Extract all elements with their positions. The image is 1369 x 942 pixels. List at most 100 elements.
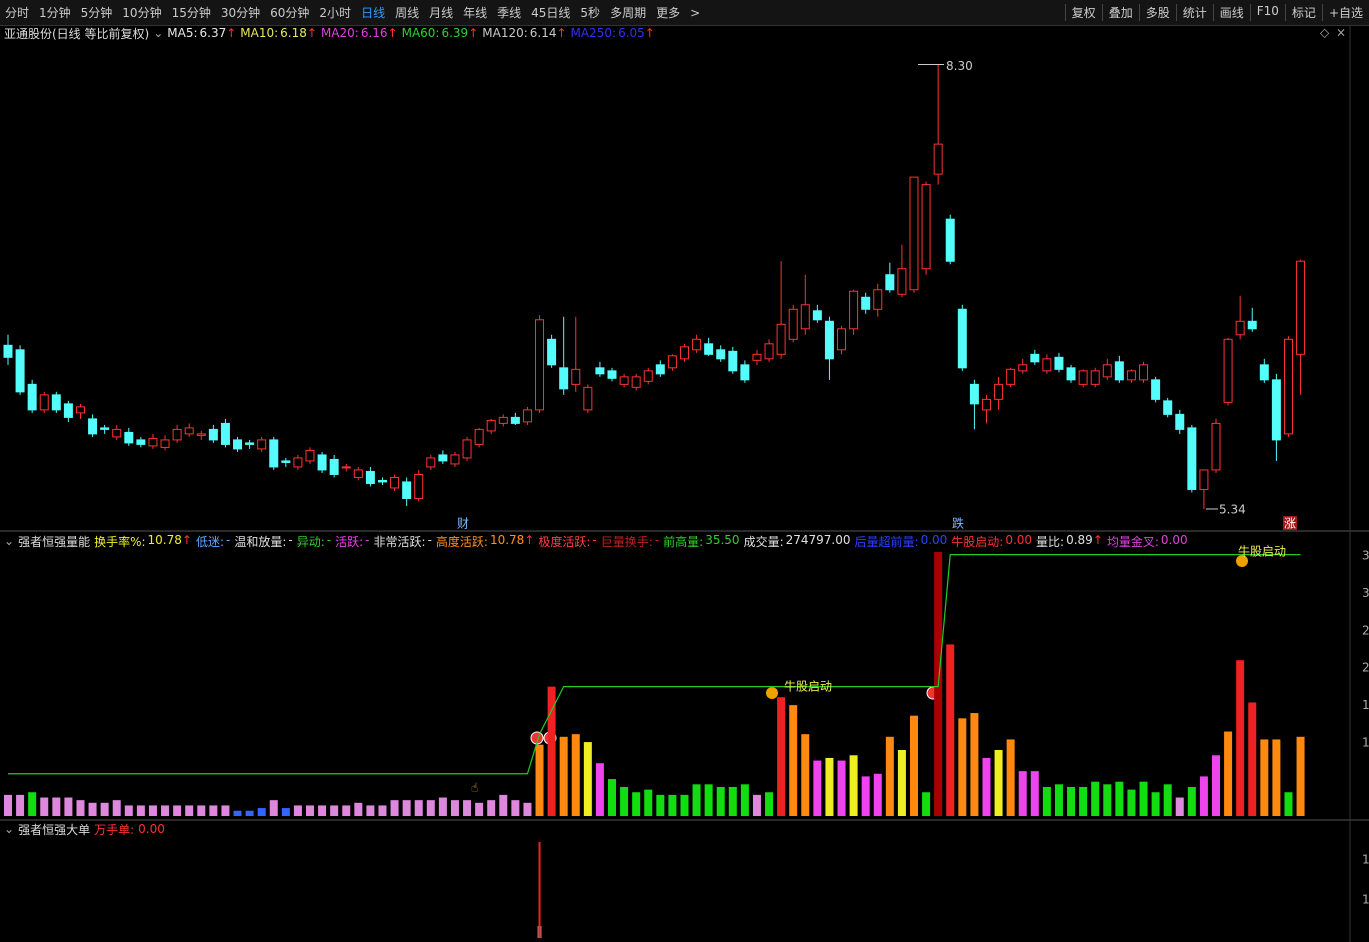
period-tab[interactable]: 周线 — [395, 6, 420, 20]
volume-bar — [861, 776, 870, 816]
legend-label: 巨量换手: — [600, 534, 653, 549]
legend-value: 10.78 — [147, 532, 182, 547]
up-arrow: ↑ — [524, 532, 535, 547]
candle-body — [559, 367, 569, 390]
period-tab[interactable]: 15分钟 — [171, 6, 211, 20]
panel-title: 强者恒强大单 — [18, 822, 91, 837]
up-arrow: ↑ — [306, 26, 317, 40]
volume-bar — [994, 750, 1003, 816]
volume-bar — [330, 805, 339, 816]
period-tab[interactable]: 5秒 — [580, 6, 601, 20]
volume-bar — [789, 705, 798, 816]
up-arrow: ↑ — [556, 26, 567, 40]
volume-bar — [4, 794, 12, 816]
tool-button[interactable]: 复权 — [1064, 4, 1102, 21]
ma-label: MA5: — [167, 26, 198, 40]
candle-body — [63, 403, 73, 418]
candle-body — [474, 428, 484, 445]
tool-button[interactable]: 标记 — [1284, 4, 1322, 21]
period-tab[interactable]: 月线 — [429, 6, 454, 20]
period-tab[interactable]: 60分钟 — [270, 6, 310, 20]
y-axis-label: 3 — [1362, 549, 1369, 563]
period-tab[interactable]: 1分钟 — [39, 6, 71, 20]
period-tab[interactable]: 分时 — [5, 6, 30, 20]
volume-bar — [1091, 781, 1100, 816]
period-bar: 分时 1分钟 5分钟 10分钟 15分钟 30分钟 60分钟 2小时 日线 周线 月线 年线 季线 45日… — [0, 4, 685, 21]
candle-body — [547, 338, 557, 366]
volume-bar — [620, 786, 629, 816]
ma-value: 6.16 — [360, 26, 388, 40]
volume-bar — [136, 805, 145, 816]
period-tab[interactable]: 10分钟 — [122, 6, 162, 20]
candle-body — [3, 344, 13, 358]
period-tab[interactable]: 年线 — [463, 6, 488, 20]
candle-body — [390, 476, 400, 489]
volume-bar — [946, 644, 955, 816]
candle-body — [184, 427, 194, 435]
volume-bar — [523, 802, 532, 816]
candle-body — [1247, 320, 1257, 330]
volume-bar — [704, 784, 713, 816]
legend-value: - — [365, 532, 370, 547]
period-tab[interactable]: 30分钟 — [220, 6, 261, 20]
y-axis-label: 2 — [1362, 661, 1369, 675]
candle-body — [450, 454, 460, 465]
period-tab[interactable]: 2小时 — [319, 6, 352, 20]
volume-bar — [668, 794, 677, 816]
candle-body — [873, 289, 883, 310]
tool-button[interactable]: F10 — [1249, 4, 1285, 21]
volume-bar — [1260, 739, 1269, 816]
volume-bar — [390, 800, 399, 816]
volume-bar — [88, 802, 97, 816]
volume-bar — [124, 805, 133, 816]
tool-button[interactable]: 多股 — [1138, 4, 1176, 21]
candle-body — [462, 439, 472, 459]
candle-body — [498, 416, 508, 424]
volume-bar — [837, 760, 846, 816]
period-tab[interactable]: 更多 — [656, 6, 681, 20]
period-tab[interactable]: 多周期 — [610, 6, 647, 20]
period-tab[interactable]: 5分钟 — [80, 6, 113, 20]
up-arrow: ↑ — [387, 26, 398, 40]
candle-body — [172, 428, 182, 441]
volume-bar — [487, 800, 496, 816]
volume-bar — [849, 755, 858, 816]
volume-bar — [197, 805, 206, 816]
tool-button[interactable]: 画线 — [1212, 4, 1250, 21]
volume-bar — [547, 686, 556, 816]
tool-button[interactable]: 统计 — [1175, 4, 1213, 21]
volume-bar — [922, 792, 931, 816]
legend-label: 异动: — [296, 534, 325, 549]
candle-body — [716, 349, 726, 360]
y-axis-label: 1 — [1362, 698, 1369, 712]
tool-button[interactable]: 叠加 — [1101, 4, 1139, 21]
volume-bar — [64, 797, 73, 816]
candle-body — [800, 304, 810, 330]
volume-bar — [173, 805, 182, 816]
price-legend: 亚通股份(日线 等比前复权) ⌄ MA5: 6.37 ↑ MA10: 6.18 ↑ MA20: 6… — [4, 26, 659, 41]
icon — [926, 686, 940, 700]
legend-label: 活跃: — [335, 534, 364, 549]
period-tab[interactable]: 季线 — [497, 6, 522, 20]
legend-label: 非常活跃: — [373, 534, 426, 549]
candle-body — [1102, 364, 1112, 378]
volume-bar — [1079, 786, 1088, 816]
period-tab[interactable]: 日线 — [361, 6, 386, 20]
volume-bar — [16, 794, 25, 816]
low-label: 5.34 — [1219, 502, 1246, 516]
volume-bar — [958, 718, 967, 816]
legend-value: - — [288, 532, 293, 547]
candle-body — [329, 458, 339, 475]
candle-body — [293, 457, 303, 468]
volume-bar — [1042, 786, 1051, 816]
volume-bar — [982, 757, 991, 816]
candle-body — [1199, 469, 1209, 490]
volume-bar — [873, 773, 882, 816]
volume-bar — [245, 810, 254, 816]
tool-button[interactable]: +自选 — [1321, 4, 1369, 21]
volume-legend: ⌄ 强者恒强量能 换手率%: 10.78 ↑ 低迷: - 温和放量: - 异动: - 活跃: - 非常活跃… — [4, 532, 1192, 549]
period-tab[interactable]: 45日线 — [531, 6, 571, 20]
ma-value: 6.14 — [529, 26, 557, 40]
legend-value: 10.78 — [489, 532, 525, 547]
signal-annotation: 牛股启动 — [784, 679, 832, 694]
